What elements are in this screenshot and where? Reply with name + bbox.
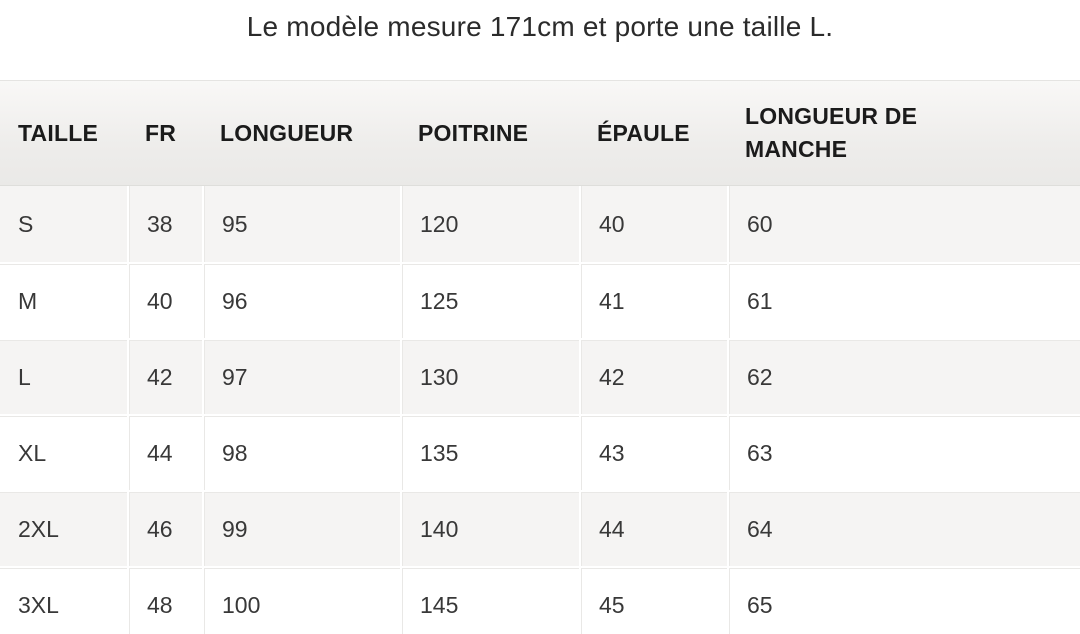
cell-epaule: 41: [579, 262, 727, 338]
col-header-epaule: ÉPAULE: [579, 80, 727, 186]
size-chart-body: S 38 95 120 40 60 M 40 96 125 41 61 L 42…: [0, 186, 1080, 634]
col-header-longueur: LONGUEUR: [202, 80, 400, 186]
cell-fr: 48: [127, 566, 202, 634]
cell-longueur: 99: [202, 490, 400, 566]
cell-longueur-de-manche: 61: [727, 262, 1080, 338]
cell-epaule: 43: [579, 414, 727, 490]
cell-fr: 40: [127, 262, 202, 338]
cell-longueur: 97: [202, 338, 400, 414]
table-row-xl: XL 44 98 135 43 63: [0, 414, 1080, 490]
cell-epaule: 45: [579, 566, 727, 634]
cell-taille: L: [0, 338, 127, 414]
cell-epaule: 40: [579, 186, 727, 262]
cell-longueur-de-manche: 65: [727, 566, 1080, 634]
cell-poitrine: 125: [400, 262, 579, 338]
cell-poitrine: 140: [400, 490, 579, 566]
cell-longueur: 98: [202, 414, 400, 490]
col-header-taille: TAILLE: [0, 80, 127, 186]
cell-poitrine: 135: [400, 414, 579, 490]
cell-longueur: 100: [202, 566, 400, 634]
cell-taille: XL: [0, 414, 127, 490]
col-header-fr-label: FR: [145, 119, 177, 146]
cell-poitrine: 120: [400, 186, 579, 262]
table-row-2xl: 2XL 46 99 140 44 64: [0, 490, 1080, 566]
cell-longueur-de-manche: 62: [727, 338, 1080, 414]
table-row-l: L 42 97 130 42 62: [0, 338, 1080, 414]
col-header-poitrine: POITRINE: [400, 80, 579, 186]
cell-poitrine: 130: [400, 338, 579, 414]
model-note: Le modèle mesure 171cm et porte une tail…: [246, 11, 834, 42]
table-row-s: S 38 95 120 40 60: [0, 186, 1080, 262]
cell-taille: 2XL: [0, 490, 127, 566]
cell-epaule: 42: [579, 338, 727, 414]
size-chart-header: TAILLE FR LONGUEUR POITRINE ÉPAULE LONGU…: [0, 80, 1080, 186]
cell-poitrine: 145: [400, 566, 579, 634]
col-header-poitrine-label: POITRINE: [418, 119, 529, 146]
cell-longueur: 95: [202, 186, 400, 262]
cell-fr: 38: [127, 186, 202, 262]
cell-longueur-de-manche: 60: [727, 186, 1080, 262]
cell-taille: S: [0, 186, 127, 262]
cell-longueur-de-manche: 64: [727, 490, 1080, 566]
col-header-longueur-de-manche-label: LONGUEUR DE MANCHE: [745, 103, 918, 162]
cell-epaule: 44: [579, 490, 727, 566]
cell-fr: 44: [127, 414, 202, 490]
cell-longueur: 96: [202, 262, 400, 338]
col-header-taille-label: TAILLE: [18, 119, 98, 146]
table-row-m: M 40 96 125 41 61: [0, 262, 1080, 338]
col-header-longueur-de-manche: LONGUEUR DE MANCHE: [727, 80, 1080, 186]
col-header-epaule-label: ÉPAULE: [597, 119, 690, 146]
cell-taille: M: [0, 262, 127, 338]
cell-fr: 46: [127, 490, 202, 566]
col-header-fr: FR: [127, 80, 202, 186]
size-chart-table: TAILLE FR LONGUEUR POITRINE ÉPAULE LONGU…: [0, 80, 1080, 634]
header-row: TAILLE FR LONGUEUR POITRINE ÉPAULE LONGU…: [0, 80, 1080, 186]
col-header-longueur-label: LONGUEUR: [220, 119, 354, 146]
cell-fr: 42: [127, 338, 202, 414]
table-row-3xl: 3XL 48 100 145 45 65: [0, 566, 1080, 634]
cell-longueur-de-manche: 63: [727, 414, 1080, 490]
cell-taille: 3XL: [0, 566, 127, 634]
